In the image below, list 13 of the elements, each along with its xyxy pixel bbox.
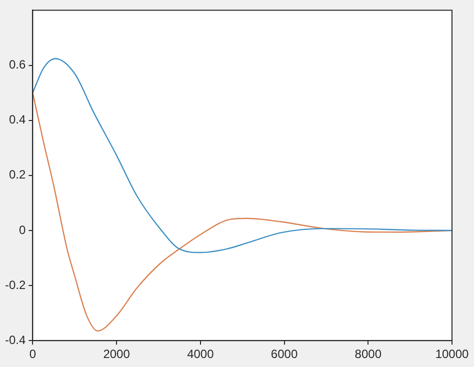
y-tick-label: -0.2 bbox=[4, 278, 26, 292]
x-tick-label: 4000 bbox=[187, 347, 214, 362]
y-tick-label: 0.6 bbox=[8, 58, 26, 72]
x-tick-label: 10000 bbox=[435, 347, 470, 362]
y-tick-label: 0 bbox=[18, 222, 26, 237]
y-tick-label: -0.4 bbox=[4, 332, 26, 347]
y-tick-label: 0.2 bbox=[8, 168, 26, 182]
x-tick-label: 0 bbox=[29, 347, 36, 362]
x-tick-label: 8000 bbox=[354, 347, 382, 362]
line-series bbox=[32, 58, 452, 254]
x-tick-label: 6000 bbox=[270, 347, 298, 362]
x-tick-label: 2000 bbox=[103, 347, 130, 362]
y-tick-label: 0.4 bbox=[8, 112, 26, 127]
